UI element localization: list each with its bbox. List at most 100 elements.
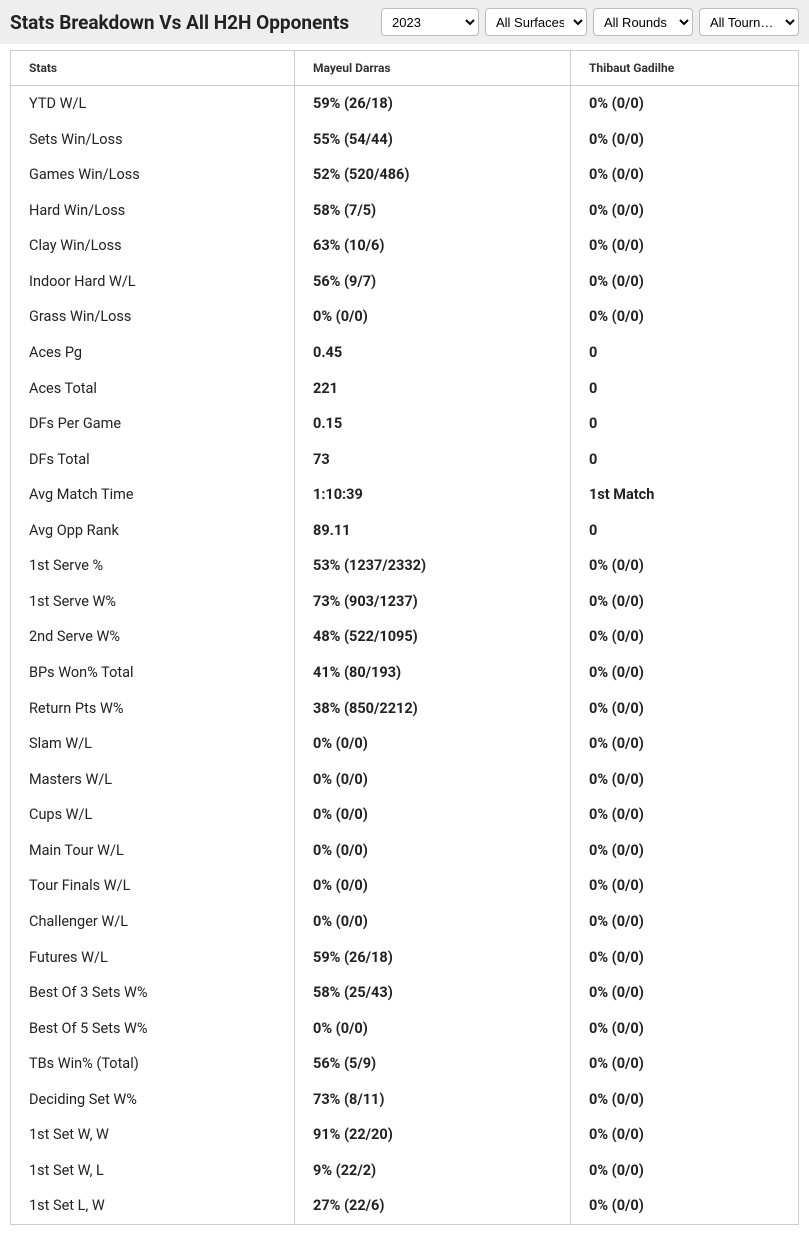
round-filter[interactable]: All Rounds	[593, 8, 693, 36]
table-row: Avg Opp Rank89.110	[11, 513, 799, 549]
table-row: 2nd Serve W%48% (522/1095)0% (0/0)	[11, 619, 799, 655]
stat-value: 0% (0/0)	[295, 904, 571, 940]
table-row: Hard Win/Loss58% (7/5)0% (0/0)	[11, 193, 799, 229]
stat-value: 0% (0/0)	[571, 904, 799, 940]
table-row: Return Pts W%38% (850/2212)0% (0/0)	[11, 691, 799, 727]
stat-value: 0% (0/0)	[571, 726, 799, 762]
stat-label: Main Tour W/L	[11, 833, 295, 869]
stat-value: 73% (903/1237)	[295, 584, 571, 620]
table-row: Deciding Set W%73% (8/11)0% (0/0)	[11, 1082, 799, 1118]
stat-value: 59% (26/18)	[295, 86, 571, 122]
stat-label: Return Pts W%	[11, 691, 295, 727]
stat-label: Deciding Set W%	[11, 1082, 295, 1118]
table-row: Best Of 5 Sets W%0% (0/0)0% (0/0)	[11, 1011, 799, 1047]
stat-value: 0% (0/0)	[571, 157, 799, 193]
stat-value: 0% (0/0)	[571, 975, 799, 1011]
stat-value: 0% (0/0)	[295, 797, 571, 833]
stat-label: Indoor Hard W/L	[11, 264, 295, 300]
stat-label: Sets Win/Loss	[11, 122, 295, 158]
table-row: Indoor Hard W/L56% (9/7)0% (0/0)	[11, 264, 799, 300]
header-bar: Stats Breakdown Vs All H2H Opponents 202…	[0, 0, 809, 44]
table-header-row: Stats Mayeul Darras Thibaut Gadilhe	[11, 51, 799, 86]
stat-value: 0% (0/0)	[295, 762, 571, 798]
stat-value: 0% (0/0)	[571, 655, 799, 691]
table-row: Challenger W/L0% (0/0)0% (0/0)	[11, 904, 799, 940]
table-row: 1st Set W, W91% (22/20)0% (0/0)	[11, 1117, 799, 1153]
stat-value: 73% (8/11)	[295, 1082, 571, 1118]
stat-value: 27% (22/6)	[295, 1188, 571, 1224]
stat-label: 1st Serve W%	[11, 584, 295, 620]
table-row: Best Of 3 Sets W%58% (25/43)0% (0/0)	[11, 975, 799, 1011]
stat-label: Best Of 3 Sets W%	[11, 975, 295, 1011]
stat-value: 55% (54/44)	[295, 122, 571, 158]
stat-value: 0% (0/0)	[571, 691, 799, 727]
stat-value: 0% (0/0)	[295, 833, 571, 869]
col-header-player1: Mayeul Darras	[295, 51, 571, 86]
table-row: Aces Total2210	[11, 371, 799, 407]
tournament-filter[interactable]: All Tourn…	[699, 8, 799, 36]
table-row: BPs Won% Total41% (80/193)0% (0/0)	[11, 655, 799, 691]
col-header-stats: Stats	[11, 51, 295, 86]
stat-label: 1st Set L, W	[11, 1188, 295, 1224]
stats-table-container: Stats Mayeul Darras Thibaut Gadilhe YTD …	[0, 44, 809, 1235]
stat-value: 0% (0/0)	[295, 726, 571, 762]
table-row: Sets Win/Loss55% (54/44)0% (0/0)	[11, 122, 799, 158]
stat-value: 0% (0/0)	[571, 299, 799, 335]
stat-label: BPs Won% Total	[11, 655, 295, 691]
stat-value: 52% (520/486)	[295, 157, 571, 193]
stat-value: 0% (0/0)	[571, 1011, 799, 1047]
stat-value: 0.15	[295, 406, 571, 442]
stat-label: YTD W/L	[11, 86, 295, 122]
table-row: 1st Serve W%73% (903/1237)0% (0/0)	[11, 584, 799, 620]
stat-value: 91% (22/20)	[295, 1117, 571, 1153]
stat-value: 41% (80/193)	[295, 655, 571, 691]
table-row: DFs Total730	[11, 442, 799, 478]
stat-value: 38% (850/2212)	[295, 691, 571, 727]
stat-label: 1st Serve %	[11, 548, 295, 584]
stat-value: 221	[295, 371, 571, 407]
stat-label: DFs Per Game	[11, 406, 295, 442]
table-row: Clay Win/Loss63% (10/6)0% (0/0)	[11, 228, 799, 264]
stat-label: Challenger W/L	[11, 904, 295, 940]
stat-value: 58% (7/5)	[295, 193, 571, 229]
stat-label: Best Of 5 Sets W%	[11, 1011, 295, 1047]
stat-label: DFs Total	[11, 442, 295, 478]
stat-value: 0	[571, 371, 799, 407]
stat-value: 0% (0/0)	[571, 1117, 799, 1153]
table-row: TBs Win% (Total)56% (5/9)0% (0/0)	[11, 1046, 799, 1082]
surface-filter[interactable]: All Surfaces	[485, 8, 587, 36]
stat-value: 0% (0/0)	[571, 193, 799, 229]
stat-value: 0% (0/0)	[571, 1188, 799, 1224]
year-filter[interactable]: 2023	[381, 8, 479, 36]
table-row: Games Win/Loss52% (520/486)0% (0/0)	[11, 157, 799, 193]
stat-value: 0% (0/0)	[571, 86, 799, 122]
stat-value: 0% (0/0)	[295, 299, 571, 335]
stat-value: 58% (25/43)	[295, 975, 571, 1011]
stat-value: 0% (0/0)	[571, 619, 799, 655]
stat-value: 0% (0/0)	[571, 1046, 799, 1082]
col-header-player2: Thibaut Gadilhe	[571, 51, 799, 86]
stat-label: 2nd Serve W%	[11, 619, 295, 655]
table-row: Main Tour W/L0% (0/0)0% (0/0)	[11, 833, 799, 869]
stat-label: Avg Match Time	[11, 477, 295, 513]
stat-value: 73	[295, 442, 571, 478]
page-title: Stats Breakdown Vs All H2H Opponents	[10, 11, 375, 34]
stat-label: 1st Set W, L	[11, 1153, 295, 1189]
stat-label: Avg Opp Rank	[11, 513, 295, 549]
table-row: Aces Pg0.450	[11, 335, 799, 371]
stat-value: 0	[571, 442, 799, 478]
stat-value: 0% (0/0)	[571, 548, 799, 584]
stat-label: 1st Set W, W	[11, 1117, 295, 1153]
stat-value: 0% (0/0)	[571, 797, 799, 833]
stat-value: 0% (0/0)	[571, 584, 799, 620]
table-row: DFs Per Game0.150	[11, 406, 799, 442]
table-row: Grass Win/Loss0% (0/0)0% (0/0)	[11, 299, 799, 335]
stat-value: 0% (0/0)	[571, 122, 799, 158]
stat-value: 0% (0/0)	[571, 762, 799, 798]
stat-value: 1:10:39	[295, 477, 571, 513]
stat-label: Cups W/L	[11, 797, 295, 833]
stat-label: Slam W/L	[11, 726, 295, 762]
stat-value: 56% (9/7)	[295, 264, 571, 300]
stat-value: 59% (26/18)	[295, 940, 571, 976]
table-row: 1st Serve %53% (1237/2332)0% (0/0)	[11, 548, 799, 584]
